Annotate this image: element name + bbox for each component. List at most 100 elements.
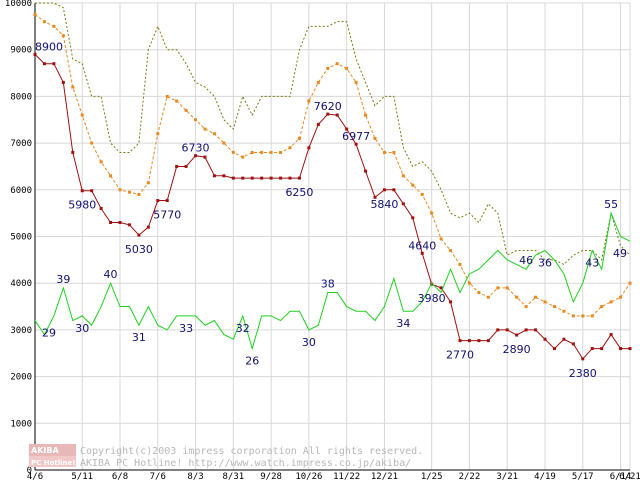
y-tick-label: 7000 (10, 139, 32, 149)
x-tick-label: 9/28 (260, 472, 282, 480)
data-label-count: 33 (179, 322, 193, 335)
series-upper (35, 2, 631, 266)
data-point-lowest (165, 199, 169, 203)
data-point-average (222, 141, 226, 145)
data-point-lowest (175, 164, 179, 168)
x-tick-label: 1/25 (421, 472, 443, 480)
data-point-lowest (260, 176, 264, 180)
data-point-average (600, 305, 604, 309)
data-point-average (203, 127, 207, 131)
data-label-count: 43 (585, 257, 599, 270)
y-tick-label: 2000 (10, 373, 32, 383)
series-average (33, 13, 632, 318)
y-tick-label: 4000 (10, 279, 32, 289)
data-point-lowest (90, 189, 94, 193)
data-point-average (515, 295, 519, 299)
x-tick-label: 6/14 (610, 472, 632, 480)
x-tick-label: 8/31 (222, 472, 244, 480)
data-point-average (194, 118, 198, 122)
data-point-average (33, 13, 37, 17)
data-label-lowest: 5770 (153, 209, 181, 222)
data-point-average (260, 150, 264, 154)
data-point-lowest (609, 333, 613, 337)
logo-text-top: AKIBA (31, 446, 59, 455)
chart-grid (34, 2, 631, 471)
data-point-average (496, 286, 500, 290)
data-point-lowest (194, 154, 198, 158)
series-line-count (34, 211, 631, 351)
data-point-lowest (581, 357, 585, 361)
data-point-lowest (571, 342, 575, 346)
data-point-average (552, 305, 556, 309)
data-point-lowest (222, 174, 226, 178)
data-label-count: 55 (604, 198, 618, 211)
data-point-lowest (600, 347, 604, 351)
data-point-lowest (307, 146, 311, 150)
data-point-average (486, 295, 490, 299)
data-label-lowest: 4640 (408, 239, 436, 252)
x-tick-label: 6/8 (112, 472, 128, 480)
data-point-lowest (477, 339, 481, 343)
data-point-average (127, 190, 131, 194)
data-label-count: 30 (302, 336, 316, 349)
data-point-lowest (496, 328, 500, 332)
x-tick-label: 5/17 (572, 472, 594, 480)
logo-text-bottom: PC Hotline! (31, 459, 75, 467)
data-point-average (184, 108, 188, 112)
data-point-average (146, 181, 150, 185)
data-point-lowest (279, 176, 283, 180)
akiba-logo: AKIBA PC Hotline! (29, 444, 76, 467)
data-label-count: 31 (132, 331, 146, 344)
chart-data-labels: 8900598050305770673062507620697758404640… (35, 40, 627, 379)
series-count (34, 211, 631, 351)
data-point-lowest (184, 164, 188, 168)
data-point-lowest (345, 127, 349, 131)
data-point-lowest (250, 176, 254, 180)
data-point-average (382, 150, 386, 154)
data-point-lowest (458, 339, 462, 343)
data-point-lowest (524, 328, 528, 332)
data-label-count: 29 (42, 327, 56, 340)
data-point-lowest (534, 328, 538, 332)
data-point-average (175, 99, 179, 103)
data-point-lowest (33, 52, 37, 56)
site-url-line: AKIBA PC Hotline! http://www.watch.impre… (80, 458, 411, 469)
data-point-average (571, 314, 575, 318)
y-tick-label: 6000 (10, 186, 32, 196)
y-axis-ticks: 0 1000 2000 3000 4000 5000 6000 7000 8000 9000 100… (5, 0, 32, 476)
data-point-lowest (628, 347, 632, 351)
data-point-average (279, 150, 283, 154)
data-point-lowest (52, 62, 56, 66)
data-point-average (269, 150, 273, 154)
x-tick-label: 6/21 (619, 472, 640, 480)
data-point-average (562, 309, 566, 313)
data-label-count: 46 (519, 254, 533, 267)
series-lowest (33, 52, 632, 361)
data-point-lowest (316, 122, 320, 126)
x-tick-label: 4/6 (27, 472, 43, 480)
data-point-average (534, 295, 538, 299)
data-point-lowest (335, 113, 339, 117)
data-point-lowest (562, 337, 566, 341)
data-point-lowest (467, 339, 471, 343)
series-line-lowest (34, 54, 630, 360)
data-point-average (156, 132, 160, 136)
data-point-average (439, 237, 443, 241)
data-point-lowest (590, 347, 594, 351)
data-point-average (354, 80, 358, 84)
data-point-average (411, 183, 415, 187)
data-label-count: 36 (538, 257, 552, 270)
data-point-lowest (439, 286, 443, 290)
x-tick-label: 10/26 (295, 472, 322, 480)
data-label-count: 49 (613, 247, 627, 260)
data-label-lowest: 2890 (503, 343, 531, 356)
data-point-lowest (61, 80, 65, 84)
data-point-lowest (118, 220, 122, 224)
series-line-upper (35, 2, 631, 266)
data-point-lowest (288, 176, 292, 180)
data-point-lowest (449, 300, 453, 304)
data-point-average (505, 286, 509, 290)
data-point-average (99, 160, 103, 164)
x-axis-ticks: 4/6 5/11 6/8 7/6 8/3 8/31 9/28 10/26 11/22 12/21 1… (27, 472, 640, 480)
